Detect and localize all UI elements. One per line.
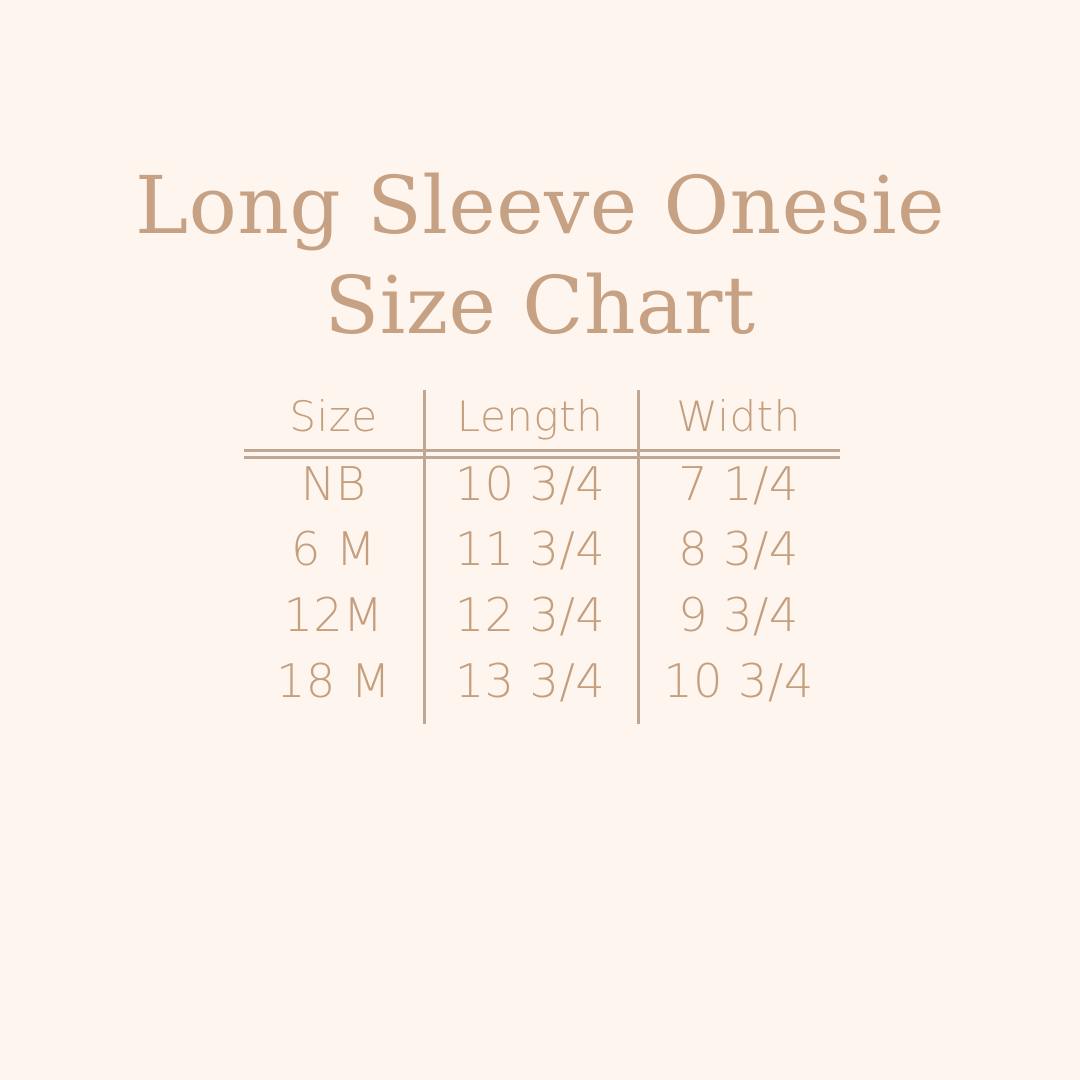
page-title: Long Sleeve Onesie Size Chart — [0, 156, 1080, 356]
cell-width: 9 3/4 — [678, 588, 799, 642]
table-body: NB 10 3/4 7 1/4 6 M 11 3/4 8 3/4 12M 12 … — [244, 450, 840, 714]
table-row: 18 M 13 3/4 10 3/4 — [244, 648, 840, 714]
column-divider-size-length — [423, 390, 426, 724]
cell-length: 10 3/4 — [454, 456, 606, 511]
table-row: 12M 12 3/4 9 3/4 — [244, 582, 840, 648]
column-header-width: Width — [676, 391, 801, 441]
table-header: Size Length Width — [244, 388, 840, 450]
column-header-size: Size — [289, 391, 378, 441]
cell-width: 7 1/4 — [678, 456, 799, 511]
cell-size: 12M — [283, 588, 384, 642]
column-header-length: Length — [456, 391, 604, 441]
cell-size: 18 M — [276, 654, 391, 708]
cell-size: 6 M — [290, 522, 377, 576]
size-chart-table: Size Length Width NB 10 3/4 7 1/4 6 M 11… — [244, 388, 840, 714]
cell-length: 13 3/4 — [454, 654, 606, 708]
cell-width: 10 3/4 — [663, 654, 814, 708]
header-divider-line — [244, 456, 840, 459]
table-row: NB 10 3/4 7 1/4 — [244, 450, 840, 516]
cell-length: 11 3/4 — [454, 522, 606, 576]
table-header-row: Size Length Width — [244, 388, 840, 450]
page-title-line-2: Size Chart — [324, 259, 756, 352]
page-title-line-1: Long Sleeve Onesie — [135, 159, 945, 252]
cell-width: 8 3/4 — [678, 522, 799, 576]
table-row: 6 M 11 3/4 8 3/4 — [244, 516, 840, 582]
cell-size: NB — [300, 456, 367, 511]
size-chart-table-wrapper: Size Length Width NB 10 3/4 7 1/4 6 M 11… — [244, 388, 840, 726]
column-divider-length-width — [637, 390, 640, 724]
cell-length: 12 3/4 — [454, 588, 606, 642]
